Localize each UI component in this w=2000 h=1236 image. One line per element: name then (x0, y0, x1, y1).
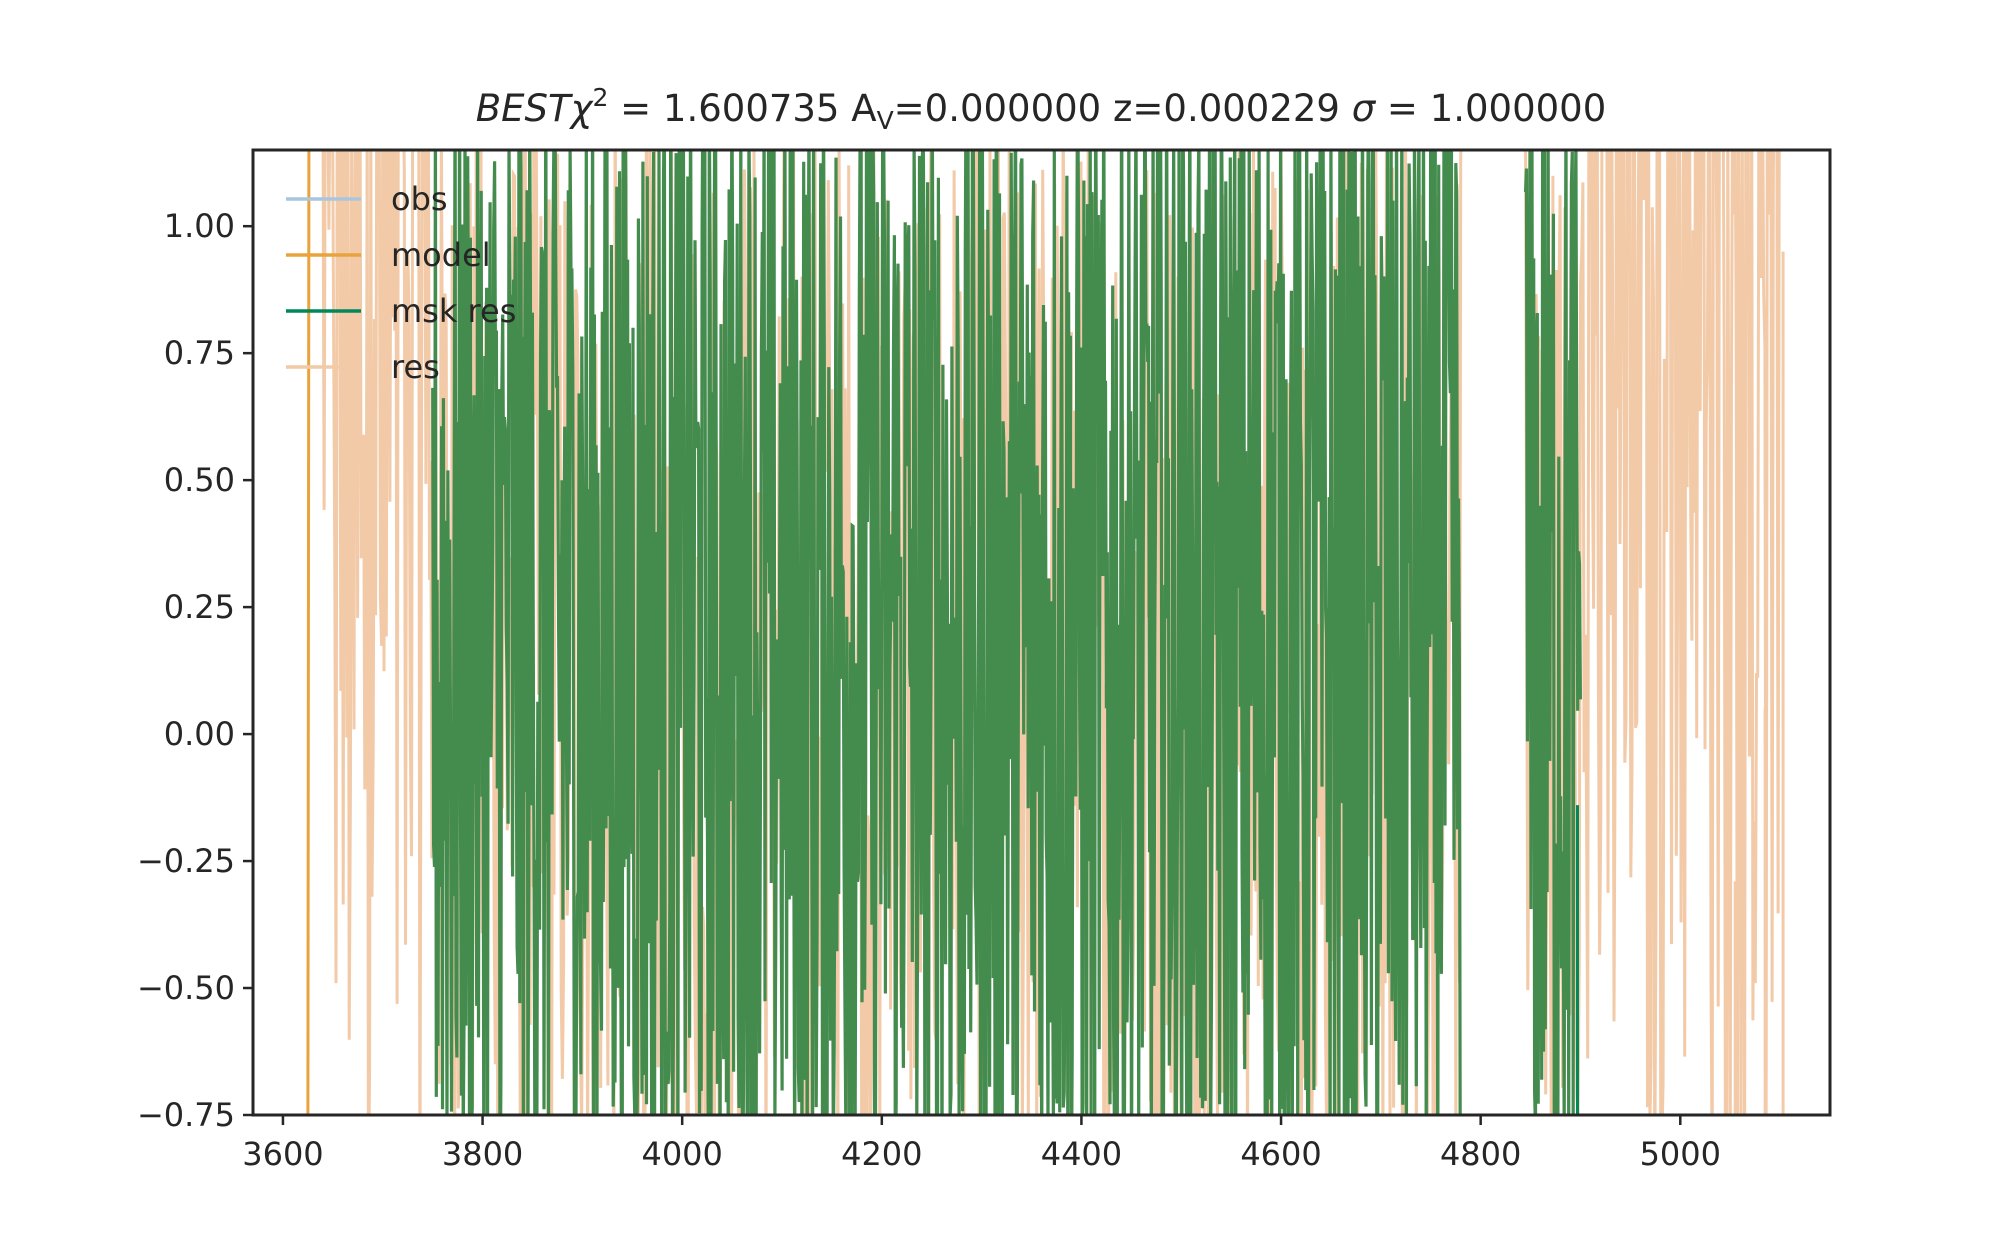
x-tick-label: 3800 (442, 1135, 523, 1173)
legend-label-model: model (391, 236, 491, 274)
title-rest: =0.000000 z=0.000229 (894, 87, 1352, 130)
x-tick-label: 5000 (1640, 1135, 1721, 1173)
y-tick-label: −0.25 (137, 842, 235, 880)
x-axis: 3600 3800 4000 4200 4400 4600 4800 5000 (242, 1115, 1721, 1173)
x-tick-label: 4000 (641, 1135, 722, 1173)
y-tick-label: 0.50 (164, 461, 235, 499)
title-chi: χ (569, 87, 595, 130)
chart-title: BESTχ2 = 1.600735 AV=0.000000 z=0.000229… (476, 83, 1607, 135)
y-tick-label: −0.75 (137, 1096, 235, 1134)
series-msk-res-line (1524, 150, 1582, 1115)
series-msk-res-line (431, 150, 1462, 1115)
legend-label-obs: obs (391, 180, 448, 218)
y-tick-label: 0.00 (164, 715, 235, 753)
x-tick-label: 4400 (1041, 1135, 1122, 1173)
x-tick-label: 4800 (1440, 1135, 1521, 1173)
axes-frame (251, 148, 1832, 1117)
title-chi-sup: 2 (593, 83, 609, 112)
title-av-sub: V (877, 106, 894, 135)
y-tick-label: 1.00 (164, 207, 235, 245)
series-layer (306, 150, 1785, 1115)
legend-label-res: res (391, 348, 440, 386)
title-chi-value: = 1.600735 A (608, 87, 876, 130)
legend-label-msk-res: msk res (391, 292, 516, 330)
x-tick-label: 3600 (242, 1135, 323, 1173)
title-best: BEST (476, 87, 573, 130)
title-sigma: σ (1352, 87, 1377, 130)
x-tick-label: 4600 (1240, 1135, 1321, 1173)
y-tick-label: 0.75 (164, 334, 235, 372)
y-axis: 1.00 0.75 0.50 0.25 0.00 −0.25 −0.50 −0.75 (137, 207, 253, 1134)
x-tick-label: 4200 (841, 1135, 922, 1173)
series-model-line (306, 150, 311, 1115)
legend: obs model msk res res (286, 180, 516, 386)
title-sigma-value: = 1.000000 (1375, 87, 1606, 130)
y-tick-label: −0.50 (137, 969, 235, 1007)
y-tick-label: 0.25 (164, 588, 235, 626)
